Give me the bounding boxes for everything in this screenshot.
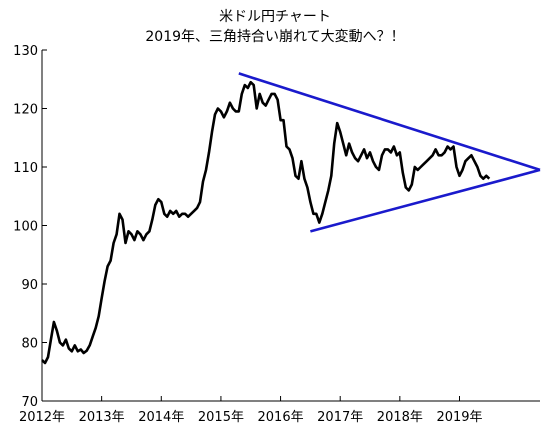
y-tick-label: 110 bbox=[13, 161, 38, 176]
chart-title: 米ドル円チャート bbox=[219, 9, 331, 25]
y-tick-label: 90 bbox=[21, 278, 38, 293]
x-tick-label: 2016年 bbox=[258, 410, 304, 425]
x-tick-label: 2017年 bbox=[317, 410, 363, 425]
y-tick-label: 80 bbox=[21, 337, 38, 352]
y-tick-label: 130 bbox=[13, 44, 38, 59]
x-tick-label: 2013年 bbox=[79, 410, 125, 425]
price-line bbox=[41, 80, 491, 365]
chart-subtitle: 2019年、三角持合い崩れて大変動へ？！ bbox=[145, 29, 405, 45]
x-tick-label: 2015年 bbox=[198, 410, 244, 425]
upper-trendline bbox=[238, 72, 541, 172]
x-tick-label: 2014年 bbox=[138, 410, 184, 425]
y-tick-label: 120 bbox=[13, 103, 38, 118]
x-tick-label: 2012年 bbox=[19, 410, 65, 425]
x-tick-label: 2019年 bbox=[436, 410, 482, 425]
x-tick-label: 2018年 bbox=[377, 410, 423, 425]
y-tick-label: 70 bbox=[21, 395, 38, 410]
lower-trendline bbox=[310, 168, 541, 233]
y-tick-label: 100 bbox=[13, 220, 38, 235]
